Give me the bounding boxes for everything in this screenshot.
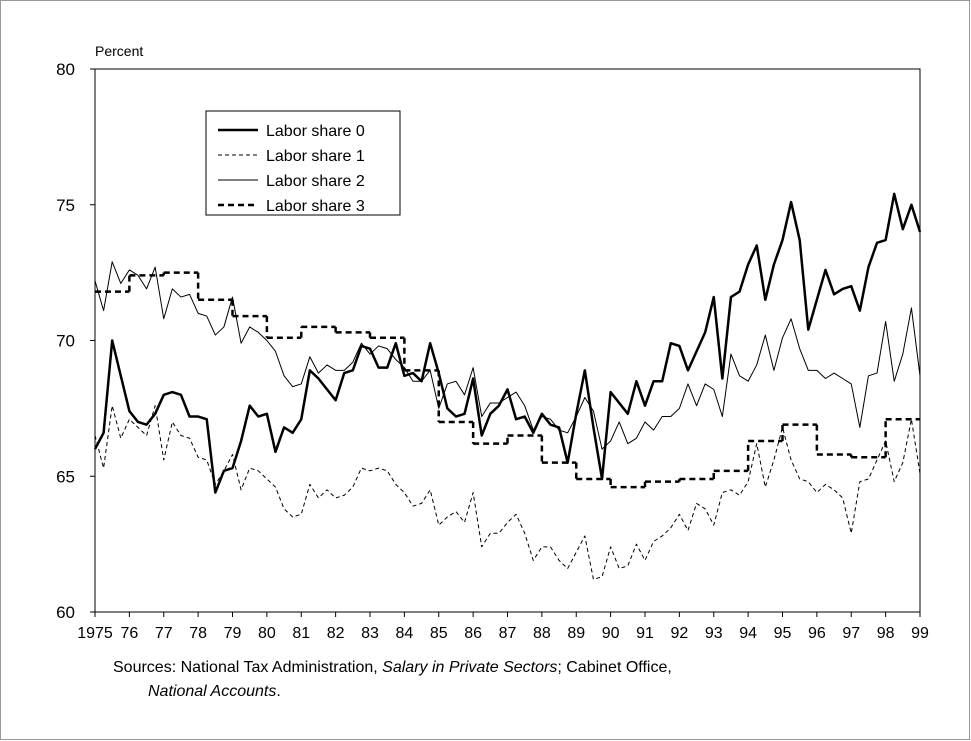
x-tick-label: 85 (430, 625, 448, 642)
y-tick-label: 75 (56, 196, 75, 215)
y-tick-label: 60 (56, 603, 75, 622)
legend-label: Labor share 2 (266, 173, 365, 190)
x-tick-label: 96 (808, 625, 826, 642)
legend (205, 110, 401, 216)
x-tick-label: 90 (602, 625, 620, 642)
x-tick-label: 1975 (77, 625, 113, 642)
x-tick-label: 78 (189, 625, 207, 642)
x-tick-label: 81 (292, 625, 310, 642)
y-tick-label: 80 (56, 60, 75, 79)
x-tick-label: 86 (464, 625, 482, 642)
x-tick-label: 93 (705, 625, 723, 642)
series-line (93, 192, 922, 494)
x-tick-label: 92 (670, 625, 688, 642)
y-axis-label: Percent (95, 43, 143, 59)
x-tick-label: 80 (258, 625, 276, 642)
source-text: National Accounts (148, 683, 276, 700)
x-tick-label: 77 (155, 625, 173, 642)
y-tick-label: 70 (56, 332, 75, 351)
series-line (94, 405, 921, 580)
source-note: Sources: National Tax Administration, Sa… (113, 659, 672, 676)
x-tick-label: 95 (774, 625, 792, 642)
x-tick-label: 97 (842, 625, 860, 642)
x-tick-label: 99 (911, 625, 929, 642)
source-text: Salary in Private Sectors (382, 659, 557, 676)
source-text: Sources: National Tax Administration, (113, 659, 382, 676)
source-note: National Accounts. (148, 683, 281, 700)
x-tick-label: 98 (877, 625, 895, 642)
x-tick-label: 88 (533, 625, 551, 642)
x-tick-label: 83 (361, 625, 379, 642)
series-line (94, 261, 921, 450)
x-tick-label: 84 (395, 625, 413, 642)
legend-label: Labor share 1 (266, 148, 365, 165)
x-tick-label: 89 (567, 625, 585, 642)
x-tick-label: 76 (120, 625, 138, 642)
source-text: ; Cabinet Office, (557, 659, 671, 676)
legend-label: Labor share 3 (266, 198, 365, 215)
x-tick-label: 82 (327, 625, 345, 642)
legend-label: Labor share 0 (266, 123, 365, 140)
x-tick-label: 87 (499, 625, 517, 642)
y-tick-label: 65 (56, 467, 75, 486)
x-tick-label: 79 (224, 625, 242, 642)
x-tick-label: 94 (739, 625, 757, 642)
x-tick-label: 91 (636, 625, 654, 642)
source-text: . (276, 683, 280, 700)
